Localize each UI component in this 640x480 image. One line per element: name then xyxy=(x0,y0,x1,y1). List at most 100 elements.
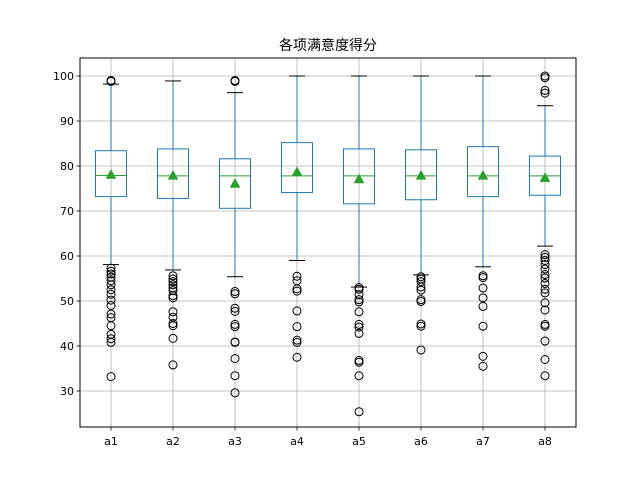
flier-point xyxy=(292,322,302,332)
flier-point xyxy=(106,334,116,344)
y-tick-label: 70 xyxy=(60,205,74,218)
flier-point xyxy=(230,76,240,85)
x-axis: a1 a2 a3 a4 a5 a6 a7 a8 xyxy=(104,427,552,448)
flier-point xyxy=(230,289,240,299)
flier-point xyxy=(106,266,116,276)
flier-point xyxy=(540,256,550,265)
flier-point xyxy=(540,371,550,381)
box-a2 xyxy=(157,80,189,370)
flier-point xyxy=(106,76,116,85)
mean-marker xyxy=(353,173,365,184)
flier-point xyxy=(540,288,550,298)
flier-point xyxy=(416,321,426,331)
flier-point xyxy=(354,297,364,307)
flier-point xyxy=(106,295,116,305)
flier-point xyxy=(168,321,178,331)
mean-marker xyxy=(167,169,179,180)
flier-point xyxy=(416,274,426,284)
x-tick-label: a3 xyxy=(228,435,242,448)
x-tick-label: a7 xyxy=(476,435,490,448)
flier-point xyxy=(354,328,364,338)
flier-point xyxy=(168,277,178,287)
mean-marker xyxy=(415,169,427,180)
box-iqr xyxy=(467,146,499,198)
flier-point xyxy=(478,321,488,331)
flier-point xyxy=(292,337,302,347)
flier-point xyxy=(292,276,302,286)
flier-point xyxy=(478,283,488,293)
flier-point xyxy=(354,290,364,300)
flier-point xyxy=(106,263,116,273)
flier-point xyxy=(540,355,550,364)
x-tick-label: a8 xyxy=(538,435,552,448)
flier-point xyxy=(416,277,426,287)
y-tick-label: 80 xyxy=(60,160,74,173)
box-iqr xyxy=(219,158,251,209)
box-a5 xyxy=(343,75,375,417)
flier-point xyxy=(540,305,550,315)
flier-point xyxy=(230,371,240,381)
x-tick-label: a1 xyxy=(104,435,118,448)
flier-point xyxy=(478,293,488,303)
flier-point xyxy=(106,372,116,382)
box-a1 xyxy=(95,76,127,382)
flier-point xyxy=(416,319,426,329)
box-iqr xyxy=(405,149,437,201)
flier-point xyxy=(230,354,240,364)
mean-marker xyxy=(229,177,241,188)
x-tick-label: a5 xyxy=(352,435,366,448)
flier-point xyxy=(106,313,116,323)
boxes-group xyxy=(95,71,561,417)
flier-point xyxy=(540,264,550,274)
flier-point xyxy=(478,361,488,371)
mean-marker xyxy=(105,168,117,179)
flier-point xyxy=(292,286,302,296)
flier-point xyxy=(168,286,178,296)
mean-marker xyxy=(291,166,303,177)
flier-point xyxy=(354,355,364,365)
flier-point xyxy=(168,271,178,281)
y-tick-label: 30 xyxy=(60,385,74,398)
flier-point xyxy=(230,303,240,313)
flier-point xyxy=(292,271,302,281)
flier-point xyxy=(168,319,178,328)
chart-title: 各项满意度得分 xyxy=(279,37,377,54)
mean-marker xyxy=(477,169,489,180)
flier-point xyxy=(416,285,426,295)
flier-point xyxy=(416,295,426,305)
flier-point xyxy=(292,352,302,362)
flier-point xyxy=(540,269,550,279)
x-tick-label: a2 xyxy=(166,435,180,448)
flier-point xyxy=(230,337,240,347)
x-tick-label: a6 xyxy=(414,435,428,448)
y-tick-label: 90 xyxy=(60,115,74,128)
box-iqr xyxy=(95,150,127,198)
flier-point xyxy=(354,283,364,292)
flier-point xyxy=(478,271,488,281)
flier-point xyxy=(540,336,550,346)
flier-point xyxy=(168,333,178,343)
flier-point xyxy=(230,306,240,316)
flier-point xyxy=(354,371,364,381)
flier-point xyxy=(168,360,178,370)
y-tick-label: 60 xyxy=(60,250,74,263)
flier-point xyxy=(540,273,550,283)
flier-point xyxy=(540,319,550,329)
flier-point xyxy=(540,278,550,288)
flier-point xyxy=(416,345,426,355)
flier-point xyxy=(416,272,426,282)
y-tick-label: 50 xyxy=(60,295,74,308)
flier-point xyxy=(106,269,116,279)
flier-point xyxy=(106,276,116,286)
flier-point xyxy=(168,307,178,317)
flier-point xyxy=(230,322,240,332)
flier-point xyxy=(540,298,550,308)
box-a3 xyxy=(219,76,251,398)
flier-point xyxy=(230,388,240,398)
flier-point xyxy=(106,289,116,299)
flier-point xyxy=(168,280,178,290)
box-iqr xyxy=(157,148,189,199)
box-a6 xyxy=(405,75,437,355)
x-tick-label: a4 xyxy=(290,435,304,448)
y-tick-label: 40 xyxy=(60,340,74,353)
